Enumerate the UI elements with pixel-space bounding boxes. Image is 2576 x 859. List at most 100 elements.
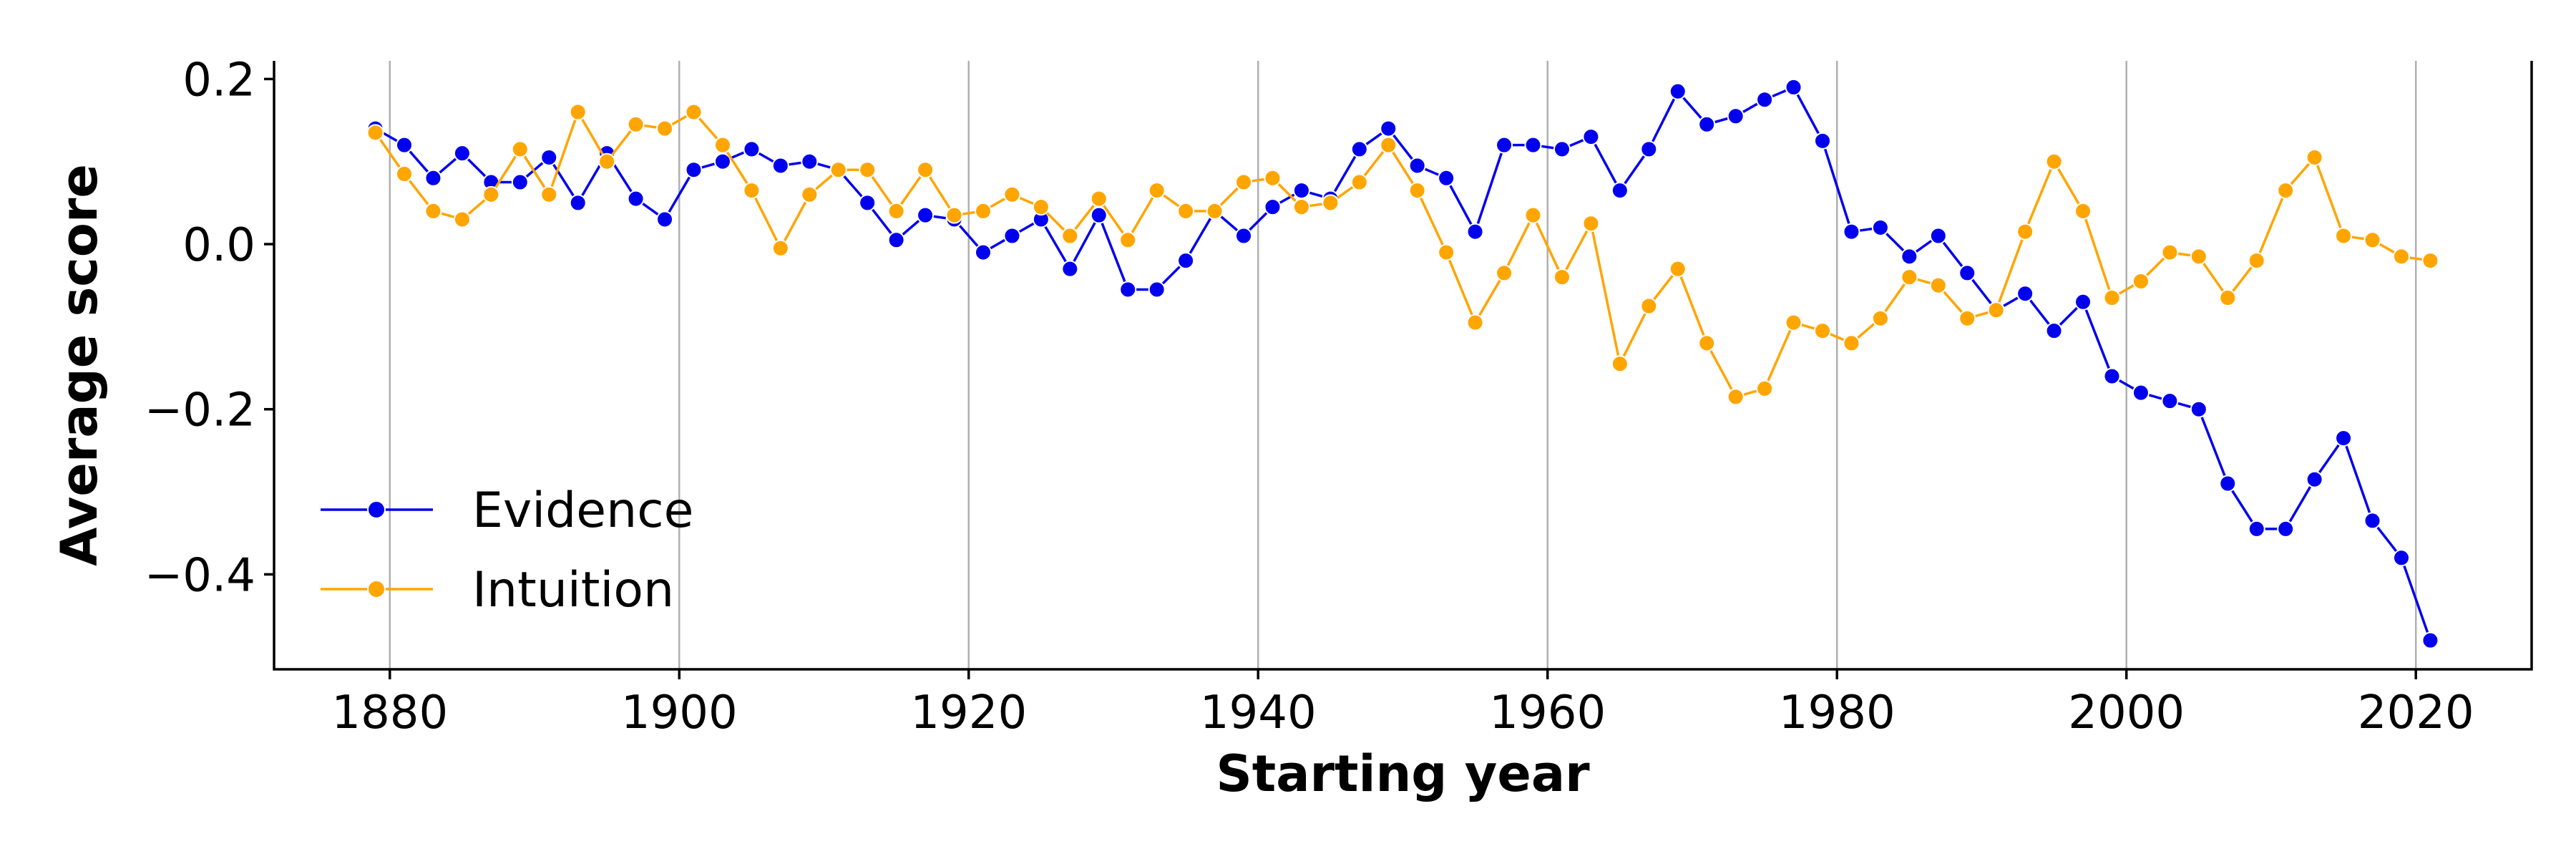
- data-point-evidence: [2103, 367, 2121, 385]
- data-point-evidence: [656, 210, 674, 228]
- data-point-intuition: [974, 202, 992, 220]
- data-point-intuition: [1466, 314, 1484, 331]
- data-point-intuition: [1061, 227, 1079, 245]
- data-point-evidence: [540, 148, 558, 166]
- data-point-intuition: [2363, 231, 2381, 249]
- data-point-intuition: [1553, 268, 1571, 286]
- data-point-evidence: [1003, 227, 1021, 245]
- data-point-evidence: [771, 157, 789, 175]
- x-tick-label: 1960: [1489, 686, 1606, 739]
- x-tick-label: 1980: [1779, 686, 1896, 739]
- data-point-intuition: [1322, 194, 1340, 212]
- data-point-intuition: [598, 152, 616, 170]
- data-point-evidence: [974, 243, 992, 261]
- data-point-intuition: [1698, 334, 1716, 352]
- legend-label-intuition: Intuition: [472, 562, 674, 618]
- data-point-intuition: [1408, 182, 1426, 200]
- data-point-evidence: [713, 152, 731, 170]
- legend-item-intuition: Intuition: [321, 562, 674, 618]
- data-point-evidence: [1119, 281, 1137, 299]
- data-point-evidence: [1785, 78, 1802, 96]
- data-point-evidence: [2306, 470, 2323, 488]
- data-point-evidence: [2161, 392, 2179, 410]
- data-point-evidence: [2363, 512, 2381, 530]
- data-point-evidence: [1611, 182, 1629, 200]
- y-axis-title: Average score: [50, 164, 109, 566]
- data-point-intuition: [366, 124, 384, 142]
- data-point-intuition: [1727, 388, 1745, 406]
- data-point-intuition: [540, 185, 558, 203]
- data-point-intuition: [627, 115, 645, 133]
- data-point-intuition: [685, 103, 703, 121]
- x-tick-label: 1920: [910, 686, 1027, 739]
- x-tick-label: 2000: [2068, 686, 2185, 739]
- data-point-evidence: [2277, 520, 2295, 538]
- legend-marker-intuition: [367, 580, 386, 598]
- data-point-evidence: [743, 140, 761, 158]
- data-point-evidence: [917, 206, 935, 224]
- gridlines: [389, 61, 2417, 669]
- data-point-evidence: [396, 136, 414, 154]
- data-point-intuition: [1350, 173, 1368, 191]
- data-point-intuition: [1380, 136, 1397, 154]
- y-tick-label: 0.0: [182, 219, 255, 272]
- data-point-intuition: [1871, 309, 1889, 327]
- data-point-intuition: [1524, 206, 1542, 224]
- data-point-intuition: [1177, 202, 1195, 220]
- series-line-intuition: [374, 110, 2431, 399]
- data-point-intuition: [482, 185, 500, 203]
- data-point-intuition: [2132, 272, 2150, 290]
- y-tick-label: 0.2: [182, 54, 255, 107]
- data-point-intuition: [1090, 190, 1108, 208]
- data-point-evidence: [1177, 252, 1195, 270]
- data-point-intuition: [1640, 297, 1658, 315]
- data-point-evidence: [801, 152, 819, 170]
- data-point-intuition: [1843, 334, 1860, 352]
- data-point-evidence: [2392, 549, 2410, 567]
- series-evidence: [366, 78, 2439, 649]
- data-point-intuition: [1003, 185, 1021, 203]
- data-point-evidence: [1061, 260, 1079, 278]
- data-point-intuition: [2335, 227, 2353, 245]
- series-line-evidence: [374, 86, 2432, 641]
- data-point-evidence: [1640, 140, 1658, 158]
- data-point-intuition: [713, 136, 731, 154]
- data-point-evidence: [1843, 223, 1860, 241]
- data-point-evidence: [1727, 107, 1745, 125]
- data-point-intuition: [1929, 276, 1947, 294]
- legend-label-evidence: Evidence: [472, 482, 693, 539]
- data-point-evidence: [1929, 227, 1947, 245]
- data-point-intuition: [2103, 289, 2121, 307]
- data-point-evidence: [1090, 206, 1108, 224]
- data-point-intuition: [1987, 301, 2005, 319]
- data-point-evidence: [1524, 136, 1542, 154]
- data-point-intuition: [1292, 198, 1310, 216]
- data-point-evidence: [1148, 281, 1166, 299]
- data-point-evidence: [2074, 293, 2092, 311]
- plot-frame: [273, 61, 2533, 671]
- data-point-evidence: [859, 194, 877, 212]
- data-point-intuition: [1438, 243, 1455, 261]
- data-point-evidence: [2219, 475, 2237, 492]
- data-point-intuition: [917, 161, 935, 179]
- data-point-intuition: [2045, 152, 2063, 170]
- legend-marker-evidence: [367, 500, 386, 519]
- data-point-evidence: [1380, 120, 1397, 137]
- legend-item-evidence: Evidence: [321, 482, 693, 539]
- data-point-evidence: [2045, 322, 2063, 340]
- data-point-evidence: [1438, 169, 1455, 187]
- data-point-intuition: [1611, 355, 1629, 373]
- data-point-intuition: [1756, 379, 1774, 397]
- data-point-evidence: [1235, 227, 1253, 245]
- data-point-intuition: [2161, 243, 2179, 261]
- data-point-intuition: [1814, 322, 1832, 340]
- data-point-evidence: [1698, 115, 1716, 133]
- data-point-intuition: [2248, 252, 2265, 270]
- data-point-intuition: [743, 182, 761, 200]
- y-axis-ticks: 0.2 0.0 −0.2 −0.4: [145, 54, 274, 602]
- data-point-evidence: [1466, 223, 1484, 241]
- data-point-evidence: [2190, 400, 2207, 418]
- data-point-intuition: [569, 103, 587, 121]
- data-point-intuition: [2074, 202, 2092, 220]
